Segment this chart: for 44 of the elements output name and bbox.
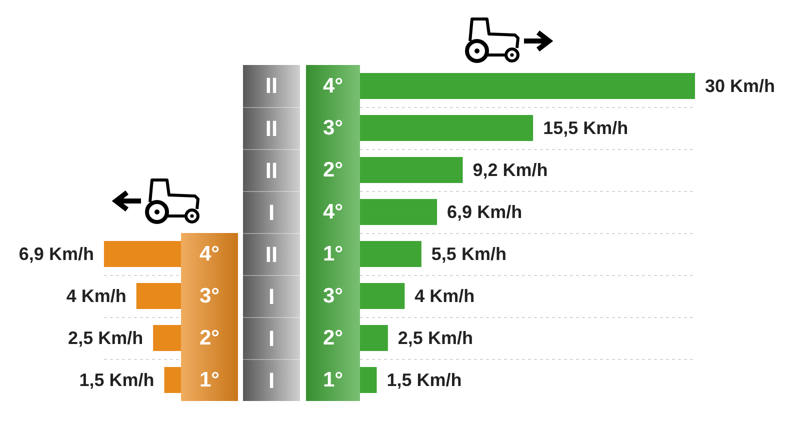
data-label: 15,5 Km/h — [543, 118, 628, 138]
bar — [360, 367, 377, 393]
data-label: 2,5 Km/h — [68, 328, 144, 348]
y-tick-label: 4° — [322, 200, 344, 224]
data-label: 1,5 Km/h — [386, 370, 462, 390]
bar — [360, 157, 463, 183]
y-tick-label: 1° — [322, 242, 344, 266]
y-tick-label: 3° — [322, 116, 344, 140]
y-tick-label: 3° — [322, 284, 344, 308]
data-label: 6,9 Km/h — [18, 244, 94, 264]
category-label: II — [265, 116, 278, 142]
y-tick-label: 1° — [322, 368, 344, 392]
y-tick-label: 4° — [322, 74, 344, 98]
category-label: I — [268, 284, 275, 310]
bar — [360, 283, 405, 309]
data-label: 5,5 Km/h — [431, 244, 506, 264]
bar — [360, 115, 534, 141]
data-label: 2,5 Km/h — [398, 328, 473, 348]
category-label: II — [265, 158, 278, 184]
y-tick-label: 3° — [199, 284, 220, 308]
category-label: I — [268, 200, 275, 226]
data-label: 6,9 Km/h — [447, 202, 522, 222]
bar — [136, 283, 181, 309]
bar — [104, 241, 181, 267]
data-label: 30 Km/h — [705, 76, 776, 96]
category-label: II — [265, 242, 278, 268]
y-tick-label: 2° — [199, 326, 220, 350]
y-tick-label: 2° — [322, 158, 344, 182]
bar — [360, 199, 438, 225]
data-label: 9,2 Km/h — [472, 160, 548, 180]
category-label: I — [268, 326, 275, 352]
y-tick-label: 4° — [199, 242, 220, 266]
data-label: 4 Km/h — [414, 286, 475, 306]
bar — [164, 367, 181, 393]
bar — [360, 73, 695, 99]
y-tick-label: 1° — [199, 368, 220, 392]
category-label: I — [268, 368, 275, 394]
bar — [360, 325, 388, 351]
data-label: 4 Km/h — [66, 286, 126, 306]
y-tick-label: 2° — [322, 326, 344, 350]
bar — [153, 325, 181, 351]
bar — [360, 241, 422, 267]
data-label: 1,5 Km/h — [79, 370, 154, 390]
category-label: II — [265, 73, 278, 99]
